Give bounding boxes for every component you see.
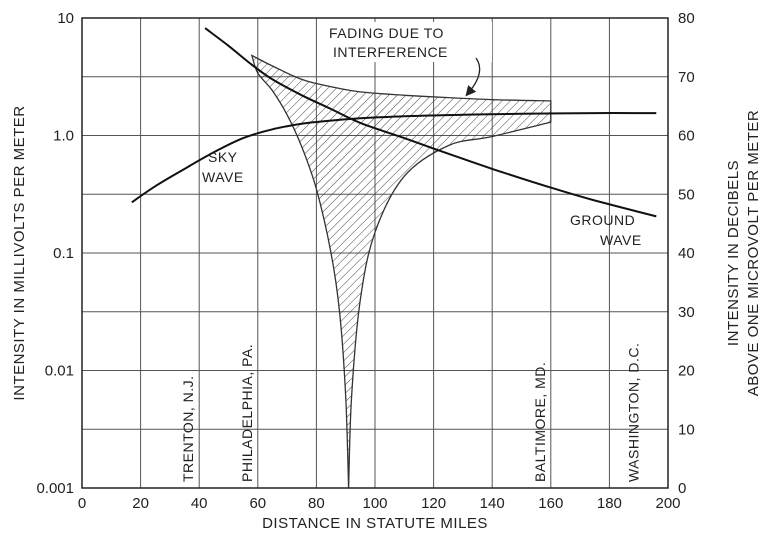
x-tick-label: 60 (249, 495, 266, 512)
y-right-tick-label: 50 (678, 186, 695, 203)
grid (81, 17, 669, 489)
ground-wave-label: GROUND (570, 212, 635, 228)
y-right-axis-title: INTENSITY IN DECIBELS (725, 160, 742, 346)
city-label: BALTIMORE, MD. (532, 362, 548, 482)
y-right-tick-label: 30 (678, 304, 695, 321)
annotations: TRENTON, N.J. PHILADELPHIA, PA. BALTIMORE,… (180, 22, 642, 482)
y-right-axis-title: ABOVE ONE MICROVOLT PER METER (745, 110, 762, 397)
y-right-tick-label: 0 (678, 480, 686, 497)
tick-labels: 0 20 40 60 80 100 120 140 160 180 2000.0010.010.11… (36, 10, 694, 512)
x-tick-label: 180 (597, 495, 622, 512)
y-right-tick-label: 70 (678, 69, 695, 86)
ground-wave-curve (204, 27, 657, 218)
y-left-tick-label: 0.1 (53, 245, 74, 262)
plot-border (81, 17, 669, 489)
plot-frame (81, 17, 669, 489)
x-tick-label: 160 (538, 495, 563, 512)
x-tick-label: 200 (655, 495, 680, 512)
y-right-tick-label: 40 (678, 245, 695, 262)
y-left-tick-label: 10 (57, 10, 74, 27)
x-tick-label: 120 (421, 495, 446, 512)
sky-wave-label: SKY (208, 149, 238, 165)
axis-titles: DISTANCE IN STATUTE MILES INTENSITY IN MI… (11, 105, 762, 532)
fading-label: FADING DUE TO (329, 25, 444, 41)
x-tick-label: 80 (308, 495, 325, 512)
y-left-tick-label: 0.01 (45, 363, 74, 380)
city-label: PHILADELPHIA, PA. (239, 344, 255, 482)
y-left-tick-label: 1.0 (53, 128, 74, 145)
y-left-tick-label: 0.001 (36, 480, 74, 497)
sky-wave-curve (131, 112, 657, 204)
fading-region (250, 54, 552, 489)
x-tick-label: 20 (132, 495, 149, 512)
fading-label: INTERFERENCE (333, 44, 448, 60)
y-left-axis-title: INTENSITY IN MILLIVOLTS PER METER (11, 105, 28, 400)
x-tick-label: 100 (362, 495, 387, 512)
annotation-arrow (465, 57, 481, 97)
x-tick-label: 140 (480, 495, 505, 512)
x-tick-label: 0 (78, 495, 86, 512)
series-group (131, 27, 657, 218)
y-right-tick-label: 80 (678, 10, 695, 27)
fading-interference-region (250, 54, 552, 489)
x-axis-title: DISTANCE IN STATUTE MILES (262, 515, 488, 532)
ground-wave-label: WAVE (600, 232, 642, 248)
y-right-tick-label: 10 (678, 421, 695, 438)
sky-wave-label: WAVE (202, 169, 244, 185)
city-label: WASHINGTON, D.C. (626, 343, 642, 482)
y-right-tick-label: 60 (678, 128, 695, 145)
city-label: TRENTON, N.J. (180, 375, 196, 482)
annotation-backdrop (322, 22, 492, 62)
x-tick-label: 40 (191, 495, 208, 512)
y-right-tick-label: 20 (678, 363, 695, 380)
